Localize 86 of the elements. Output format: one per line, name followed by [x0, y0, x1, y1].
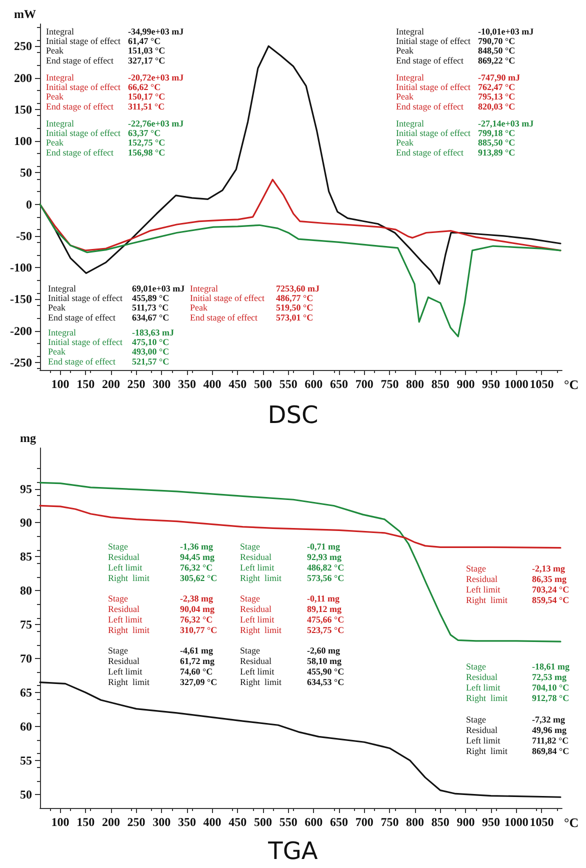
x-tick-label: 350 — [178, 815, 196, 829]
x-tick-label: 1050 — [530, 815, 554, 829]
x-tick-label: 1000 — [504, 815, 528, 829]
x-tick-label: 850 — [431, 377, 450, 391]
x-tick-label: 850 — [431, 815, 450, 829]
x-tick-label: 250 — [127, 815, 146, 829]
y-tick-label: 200 — [14, 70, 32, 85]
text: Integral -747,90 mJ Initial stage of effect 762,47 °C Peak 795,13 °C End stage of effect 820,03 °C — [396, 72, 520, 112]
y-tick-label: 100 — [14, 134, 32, 148]
x-axis-title: °C — [564, 377, 579, 392]
x-tick-label: 200 — [102, 815, 120, 829]
x-tick-label: 650 — [330, 815, 348, 829]
text: Integral -22,76e+03 mJ Initial stage of effect 63,37 °C Peak 152,75 °C End stage of effect 156,98 °C — [46, 118, 184, 158]
text: Integral -20,72e+03 mJ Initial stage of effect 66,62 °C Peak 150,17 °C End stage of effect 311,51 °C — [46, 72, 184, 112]
y-tick-label: -150 — [10, 292, 32, 306]
x-tick-label: 700 — [355, 815, 374, 829]
y-tick-label: -250 — [10, 355, 32, 370]
text: Stage -2,13 mg Residual 86,35 mg Left limit 703,24 °C Right limit 859,54 °C — [466, 564, 570, 605]
y-tick-label: 85 — [20, 550, 32, 564]
y-tick-label: 65 — [20, 686, 32, 700]
text: Stage -0,71 mg Residual 92,93 mg Left limit 486,82 °C Right limit 573,56 °C — [240, 542, 344, 583]
x-tick-label: 250 — [127, 377, 146, 391]
text: Stage -7,32 mg Residual 49,96 mg Left limit 711,82 °C Right limit 869,84 °C — [466, 714, 570, 756]
x-tick-label: 550 — [279, 815, 298, 829]
x-tick-label: 500 — [254, 815, 272, 829]
line-series — [39, 203, 562, 338]
x-tick-label: 550 — [279, 377, 298, 391]
x-axis-title: °C — [564, 815, 579, 830]
y-tick-label: 250 — [14, 39, 32, 54]
x-tick-label: 400 — [203, 377, 222, 391]
x-tick-label: 400 — [203, 815, 222, 829]
y-tick-label: 60 — [20, 719, 32, 734]
x-tick-label: 450 — [228, 377, 247, 391]
x-tick-label: 100 — [51, 377, 70, 391]
y-axis-title: mW — [14, 7, 36, 21]
x-tick-label: 800 — [406, 815, 424, 829]
x-tick-label: 500 — [254, 377, 272, 391]
text: Integral -34,99e+03 mJ Initial stage of effect 61,47 °C Peak 151,03 °C End stage of effect 327,17 °C — [46, 26, 184, 66]
text: Stage -0,11 mg Residual 89,12 mg Left limit 475,66 °C Right limit 523,75 °C — [240, 594, 344, 635]
text: Stage -18,61 mg Residual 72,53 mg Left limit 704,10 °C Right limit 912,78 °C — [466, 662, 570, 703]
x-tick-label: 200 — [102, 377, 120, 391]
y-tick-label: 90 — [20, 516, 32, 530]
text: Stage -4,61 mg Residual 61,72 mg Left limit 74,60 °C Right limit 327,09 °C — [108, 646, 218, 687]
y-tick-label: 80 — [20, 584, 32, 598]
x-tick-label: 950 — [482, 815, 500, 829]
y-tick-label: -200 — [10, 324, 32, 338]
x-tick-label: 650 — [330, 377, 348, 391]
y-axis-title: mg — [20, 431, 36, 445]
x-tick-label: 300 — [152, 815, 171, 829]
y-tick-label: 0 — [26, 197, 32, 212]
y-tick-label: 95 — [20, 482, 32, 496]
x-tick-label: 350 — [178, 377, 196, 391]
text: Integral 69,01e+03 mJ Initial stage of effect 455,89 °C Peak 511,73 °C End stage of effect 634,67 °C — [48, 284, 185, 322]
x-tick-label: 600 — [304, 815, 323, 829]
x-tick-label: 150 — [76, 815, 95, 829]
y-tick-label: 55 — [20, 753, 32, 768]
y-tick-label: -50 — [16, 228, 32, 243]
x-tick-label: 1000 — [504, 377, 528, 391]
x-tick-label: 150 — [76, 377, 95, 391]
text: TGA — [267, 837, 318, 865]
y-tick-label: -100 — [10, 260, 32, 275]
x-tick-label: 900 — [456, 815, 475, 829]
x-tick-label: 750 — [380, 815, 399, 829]
y-tick-label: 150 — [14, 102, 32, 116]
text: Integral -10,01e+03 mJ Initial stage of effect 790,70 °C Peak 848,50 °C End stage of effect 869,22 °C — [396, 26, 534, 66]
x-tick-label: 800 — [406, 377, 424, 391]
text: Stage -2,38 mg Residual 90,04 mg Left limit 76,32 °C Right limit 310,77 °C — [108, 594, 218, 635]
x-tick-label: 750 — [380, 377, 399, 391]
text: DSC — [268, 401, 318, 429]
x-tick-label: 700 — [355, 377, 374, 391]
x-tick-label: 450 — [228, 815, 247, 829]
y-tick-label: 50 — [20, 166, 32, 180]
x-tick-label: 950 — [482, 377, 500, 391]
x-tick-label: 900 — [456, 377, 475, 391]
text: Stage -2,60 mg Residual 58,10 mg Left limit 455,90 °C Right limit 634,53 °C — [240, 646, 344, 687]
x-tick-label: 600 — [304, 377, 323, 391]
text: Integral -27,14e+03 mJ Initial stage of effect 799,18 °C Peak 885,50 °C End stage of effect 913,89 °C — [396, 118, 534, 158]
y-tick-label: 50 — [20, 787, 32, 802]
y-tick-label: 70 — [20, 652, 32, 666]
x-tick-label: 100 — [51, 815, 70, 829]
y-tick-label: 75 — [20, 618, 32, 632]
text: Integral -183,63 mJ Initial stage of effect 475,10 °C Peak 493,00 °C End stage of effect 521,57 °C — [48, 328, 174, 366]
text: Integral 7253,60 mJ Initial stage of effect 486,77 °C Peak 519,50 °C End stage of effect 573,01 °C — [190, 284, 320, 322]
x-tick-label: 1050 — [530, 377, 554, 391]
x-tick-label: 300 — [152, 377, 171, 391]
text: Stage -1,36 mg Residual 94,45 mg Left limit 76,32 °C Right limit 305,62 °C — [108, 542, 218, 583]
